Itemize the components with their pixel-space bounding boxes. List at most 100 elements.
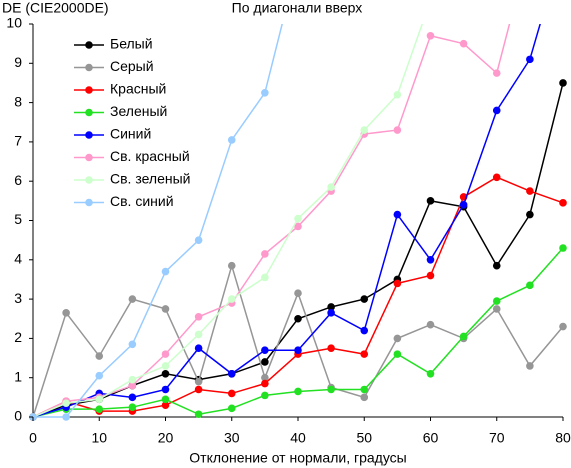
point (360, 126, 369, 134)
point (492, 106, 501, 115)
point (128, 375, 137, 384)
legend-label: Синий (110, 126, 151, 142)
legend-marker (85, 198, 93, 207)
x-tick-label: 40 (290, 430, 306, 446)
point (360, 393, 369, 402)
point (360, 326, 369, 335)
point (559, 199, 567, 207)
point (459, 200, 468, 209)
point (261, 273, 269, 282)
point (393, 90, 402, 99)
point (459, 39, 468, 48)
y-tick-label: 5 (14, 211, 22, 227)
point (393, 126, 402, 134)
point (294, 346, 302, 354)
legend-marker (85, 86, 93, 94)
legend-label: Св. синий (110, 193, 174, 209)
point (128, 403, 137, 411)
point (360, 295, 369, 303)
x-tick-label: 60 (423, 430, 439, 446)
point (526, 187, 534, 195)
point (62, 399, 70, 408)
x-tick-label: 80 (555, 430, 571, 446)
point (327, 385, 335, 394)
point (393, 210, 402, 219)
point (128, 381, 137, 390)
point (327, 309, 335, 317)
legend-label: Серый (110, 58, 154, 74)
y-tick-label: 6 (14, 172, 22, 188)
point (161, 350, 170, 358)
point (492, 69, 501, 77)
point (161, 267, 170, 276)
point (459, 332, 468, 341)
point (95, 352, 104, 360)
point (194, 330, 203, 339)
point (294, 289, 302, 298)
point (128, 295, 137, 303)
legend-marker (85, 176, 93, 184)
point (294, 222, 302, 231)
point (360, 385, 369, 394)
point (427, 0, 435, 4)
point (393, 279, 402, 288)
point (426, 320, 435, 329)
point (526, 362, 534, 370)
y-axis-title: DE (CIE2000DE) (2, 0, 109, 16)
point (526, 281, 534, 290)
point (261, 358, 269, 366)
point (95, 395, 104, 404)
point (261, 88, 269, 97)
point (194, 236, 203, 244)
legend-label: Белый (110, 36, 153, 52)
y-tick-label: 10 (6, 15, 22, 31)
point (194, 410, 203, 419)
legend-marker (85, 153, 93, 162)
point (327, 303, 335, 311)
point (161, 395, 170, 404)
y-tick-label: 4 (14, 251, 22, 267)
point (426, 369, 435, 378)
chart-title: По диагонали вверх (232, 0, 363, 16)
x-tick-label: 70 (489, 430, 505, 446)
x-tick-label: 50 (356, 430, 372, 446)
point (261, 250, 269, 258)
x-tick-label: 10 (91, 430, 107, 446)
point (194, 344, 203, 353)
series-line (32, 24, 511, 418)
point (526, 55, 534, 64)
series-line (32, 176, 564, 418)
point (327, 344, 335, 353)
x-axis-title: Отклонение от нормали, градусы (189, 450, 406, 466)
legend-label: Св. красный (110, 148, 190, 164)
point (294, 314, 302, 323)
point (62, 413, 70, 421)
plot-area (29, 0, 567, 421)
point (526, 210, 534, 219)
point (393, 334, 402, 343)
y-tick-label: 7 (14, 133, 22, 149)
point (261, 346, 269, 354)
point (492, 297, 501, 305)
point (360, 350, 369, 358)
point (261, 373, 269, 382)
point (95, 371, 104, 380)
legend-marker (85, 131, 93, 139)
point (161, 385, 170, 394)
legend-label: Св. зеленый (110, 171, 190, 187)
legend-marker (85, 63, 93, 72)
y-tick-label: 0 (14, 408, 22, 424)
point (426, 255, 435, 264)
point (161, 401, 170, 410)
legend-marker (85, 108, 93, 117)
legend-label: Зеленый (110, 103, 167, 119)
point (393, 350, 402, 358)
point (227, 404, 236, 413)
x-tick-label: 30 (224, 430, 240, 446)
point (492, 305, 501, 313)
point (426, 197, 435, 205)
point (227, 261, 236, 270)
y-tick-label: 9 (14, 54, 22, 70)
point (559, 79, 567, 87)
